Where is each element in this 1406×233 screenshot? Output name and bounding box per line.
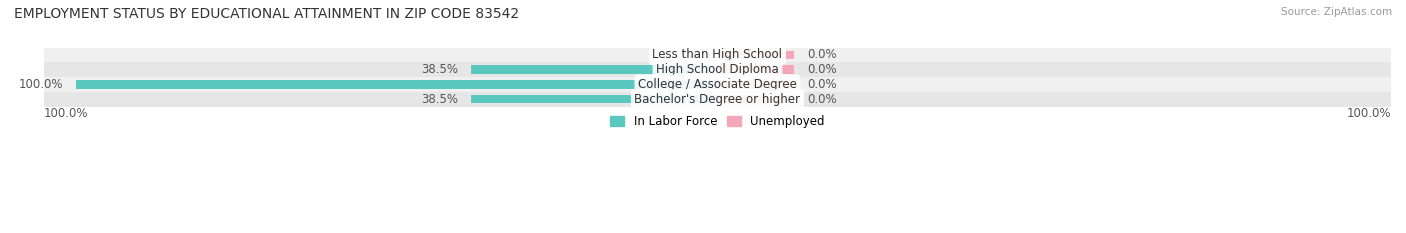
Text: 100.0%: 100.0%	[1347, 107, 1391, 120]
Bar	[44, 62, 1391, 77]
Text: High School Diploma: High School Diploma	[657, 63, 779, 76]
Bar	[471, 65, 717, 74]
Text: 38.5%: 38.5%	[420, 63, 458, 76]
Bar	[471, 95, 717, 103]
Text: 38.5%: 38.5%	[420, 93, 458, 106]
Text: 100.0%: 100.0%	[18, 78, 63, 91]
Bar	[44, 77, 1391, 92]
Text: 100.0%: 100.0%	[44, 107, 89, 120]
Text: EMPLOYMENT STATUS BY EDUCATIONAL ATTAINMENT IN ZIP CODE 83542: EMPLOYMENT STATUS BY EDUCATIONAL ATTAINM…	[14, 7, 519, 21]
Bar	[717, 95, 794, 103]
Text: 0.0%: 0.0%	[807, 78, 837, 91]
Text: 0.0%: 0.0%	[807, 93, 837, 106]
Text: 0.0%: 0.0%	[682, 48, 711, 62]
Bar	[44, 48, 1391, 62]
Text: 0.0%: 0.0%	[807, 63, 837, 76]
Text: Less than High School: Less than High School	[652, 48, 783, 62]
Bar	[76, 80, 717, 89]
Text: 0.0%: 0.0%	[807, 48, 837, 62]
Bar	[717, 51, 794, 59]
Bar	[717, 65, 794, 74]
Text: Source: ZipAtlas.com: Source: ZipAtlas.com	[1281, 7, 1392, 17]
Text: College / Associate Degree: College / Associate Degree	[638, 78, 797, 91]
Legend: In Labor Force, Unemployed: In Labor Force, Unemployed	[606, 111, 830, 133]
Bar	[717, 80, 794, 89]
Text: Bachelor's Degree or higher: Bachelor's Degree or higher	[634, 93, 800, 106]
Bar	[44, 92, 1391, 106]
